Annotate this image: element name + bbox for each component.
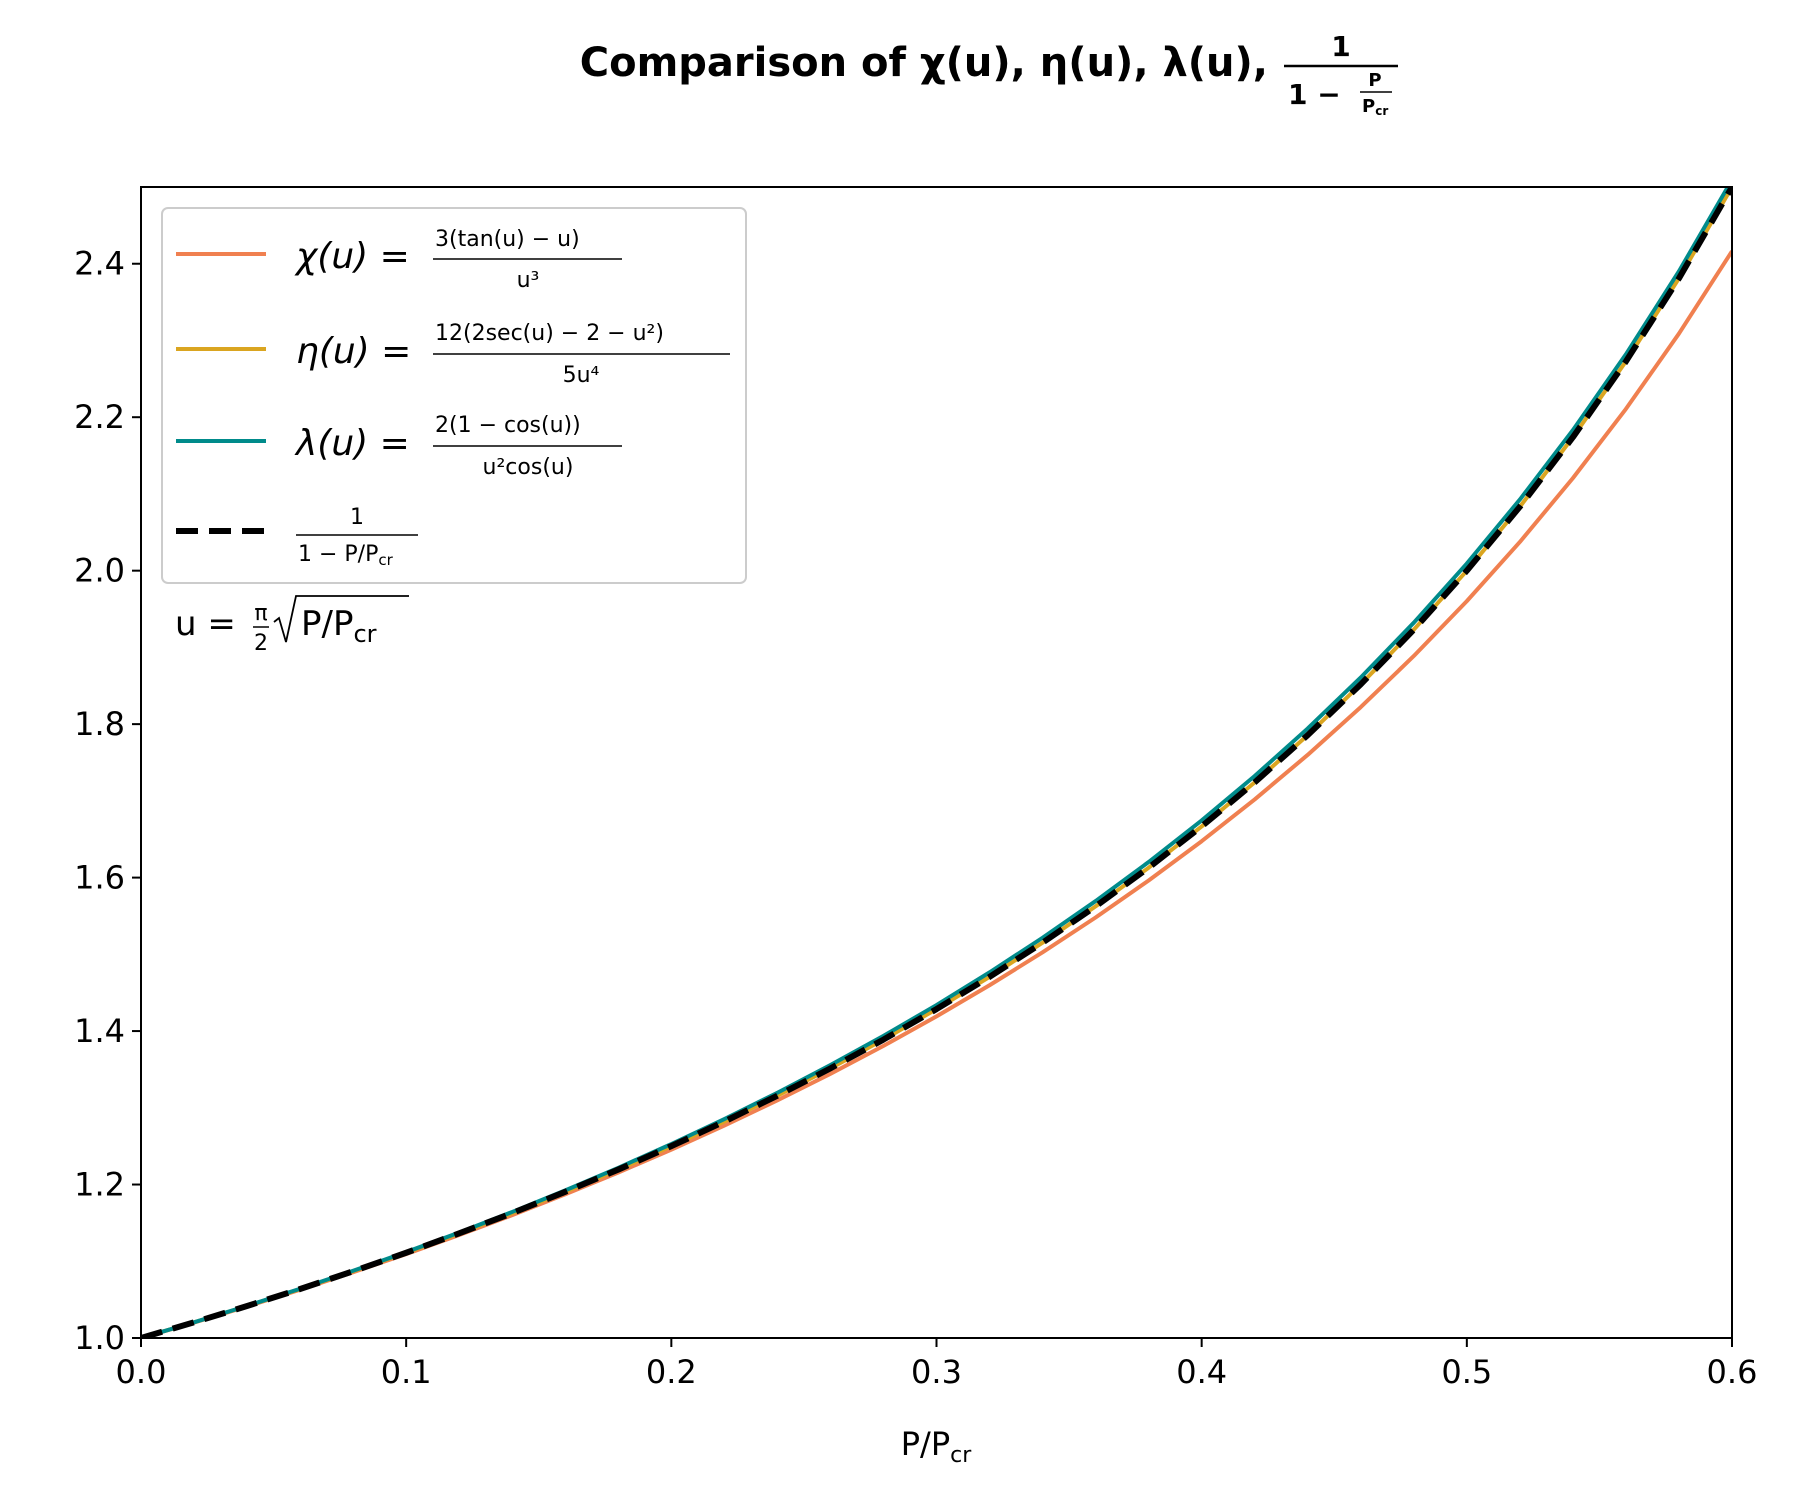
x-tick-label: 0.0 — [116, 1353, 167, 1391]
x-tick-label: 0.5 — [1441, 1353, 1492, 1391]
x-tick-label: 0.1 — [381, 1353, 432, 1391]
x-tick-label: 0.3 — [911, 1353, 962, 1391]
x-axis-label: P/Pcr — [901, 1425, 972, 1468]
annotation-lhs: u = — [175, 604, 236, 644]
annotation-fraction-denominator: 2 — [254, 631, 268, 656]
series-line-ref — [141, 187, 1732, 1338]
y-tick-label: 2.4 — [74, 245, 125, 283]
y-tick-label: 1.8 — [74, 705, 125, 743]
annotation-fraction-numerator: π — [254, 601, 267, 626]
legend-denominator-eta: 5u⁴ — [563, 363, 600, 388]
legend-entry-ref: 1 1 − P/Pcr — [176, 505, 418, 569]
y-tick-label: 2.2 — [74, 398, 125, 436]
legend-denominator-chi: u³ — [517, 268, 540, 293]
chart-title-fraction-denominator: 1 − — [1288, 78, 1341, 111]
plot-lines-layer — [141, 187, 1732, 1338]
y-axis: 1.0 1.2 1.4 1.6 1.8 2.0 2.2 2.4 — [74, 245, 141, 1357]
legend-entry-chi: χ(u) = 3(tan(u) − u) u³ — [176, 227, 622, 293]
legend-denominator-ref: 1 − P/Pcr — [298, 542, 394, 569]
y-tick-label: 1.6 — [74, 859, 125, 897]
x-tick-label: 0.4 — [1176, 1353, 1227, 1391]
legend-lhs-lambda: λ(u) = — [294, 423, 410, 464]
y-tick-label: 2.0 — [74, 552, 125, 590]
legend-entry-lambda: λ(u) = 2(1 − cos(u)) u²cos(u) — [176, 413, 622, 480]
y-tick-label: 1.0 — [74, 1319, 125, 1357]
x-tick-label: 0.2 — [646, 1353, 697, 1391]
chart-title-inner-numerator: P — [1368, 70, 1381, 91]
legend-numerator-lambda: 2(1 − cos(u)) — [435, 413, 581, 438]
y-tick-label: 1.2 — [74, 1166, 125, 1204]
legend-entry-eta: η(u) = 12(2sec(u) − 2 − u²) 5u⁴ — [176, 321, 730, 388]
chart-title-fraction-numerator: 1 — [1331, 30, 1350, 63]
y-tick-label: 1.4 — [74, 1012, 125, 1050]
x-axis: 0.0 0.1 0.2 0.3 0.4 0.5 0.6 — [116, 1338, 1758, 1391]
legend-numerator-ref: 1 — [350, 505, 364, 530]
u-definition-annotation: u = π 2 P/Pcr — [175, 595, 409, 656]
legend-numerator-eta: 12(2sec(u) − 2 − u²) — [435, 321, 664, 346]
x-tick-label: 0.6 — [1707, 1353, 1758, 1391]
legend-numerator-chi: 3(tan(u) − u) — [435, 227, 580, 252]
annotation-sqrt-sign — [273, 595, 409, 643]
legend: χ(u) = 3(tan(u) − u) u³ η(u) = 12(2sec(u… — [161, 207, 747, 584]
chart-title-inner-denominator: Pcr — [1362, 96, 1388, 118]
legend-lhs-chi: χ(u) = — [294, 236, 410, 277]
legend-lhs-eta: η(u) = — [296, 331, 411, 372]
chart-title: Comparison of χ(u), η(u), λ(u), 1 1 − P … — [580, 30, 1398, 118]
annotation-radicand: P/Pcr — [301, 604, 377, 648]
chart-title-text: Comparison of χ(u), η(u), λ(u), — [580, 40, 1268, 86]
legend-denominator-lambda: u²cos(u) — [483, 455, 574, 480]
legend-box — [161, 207, 747, 584]
